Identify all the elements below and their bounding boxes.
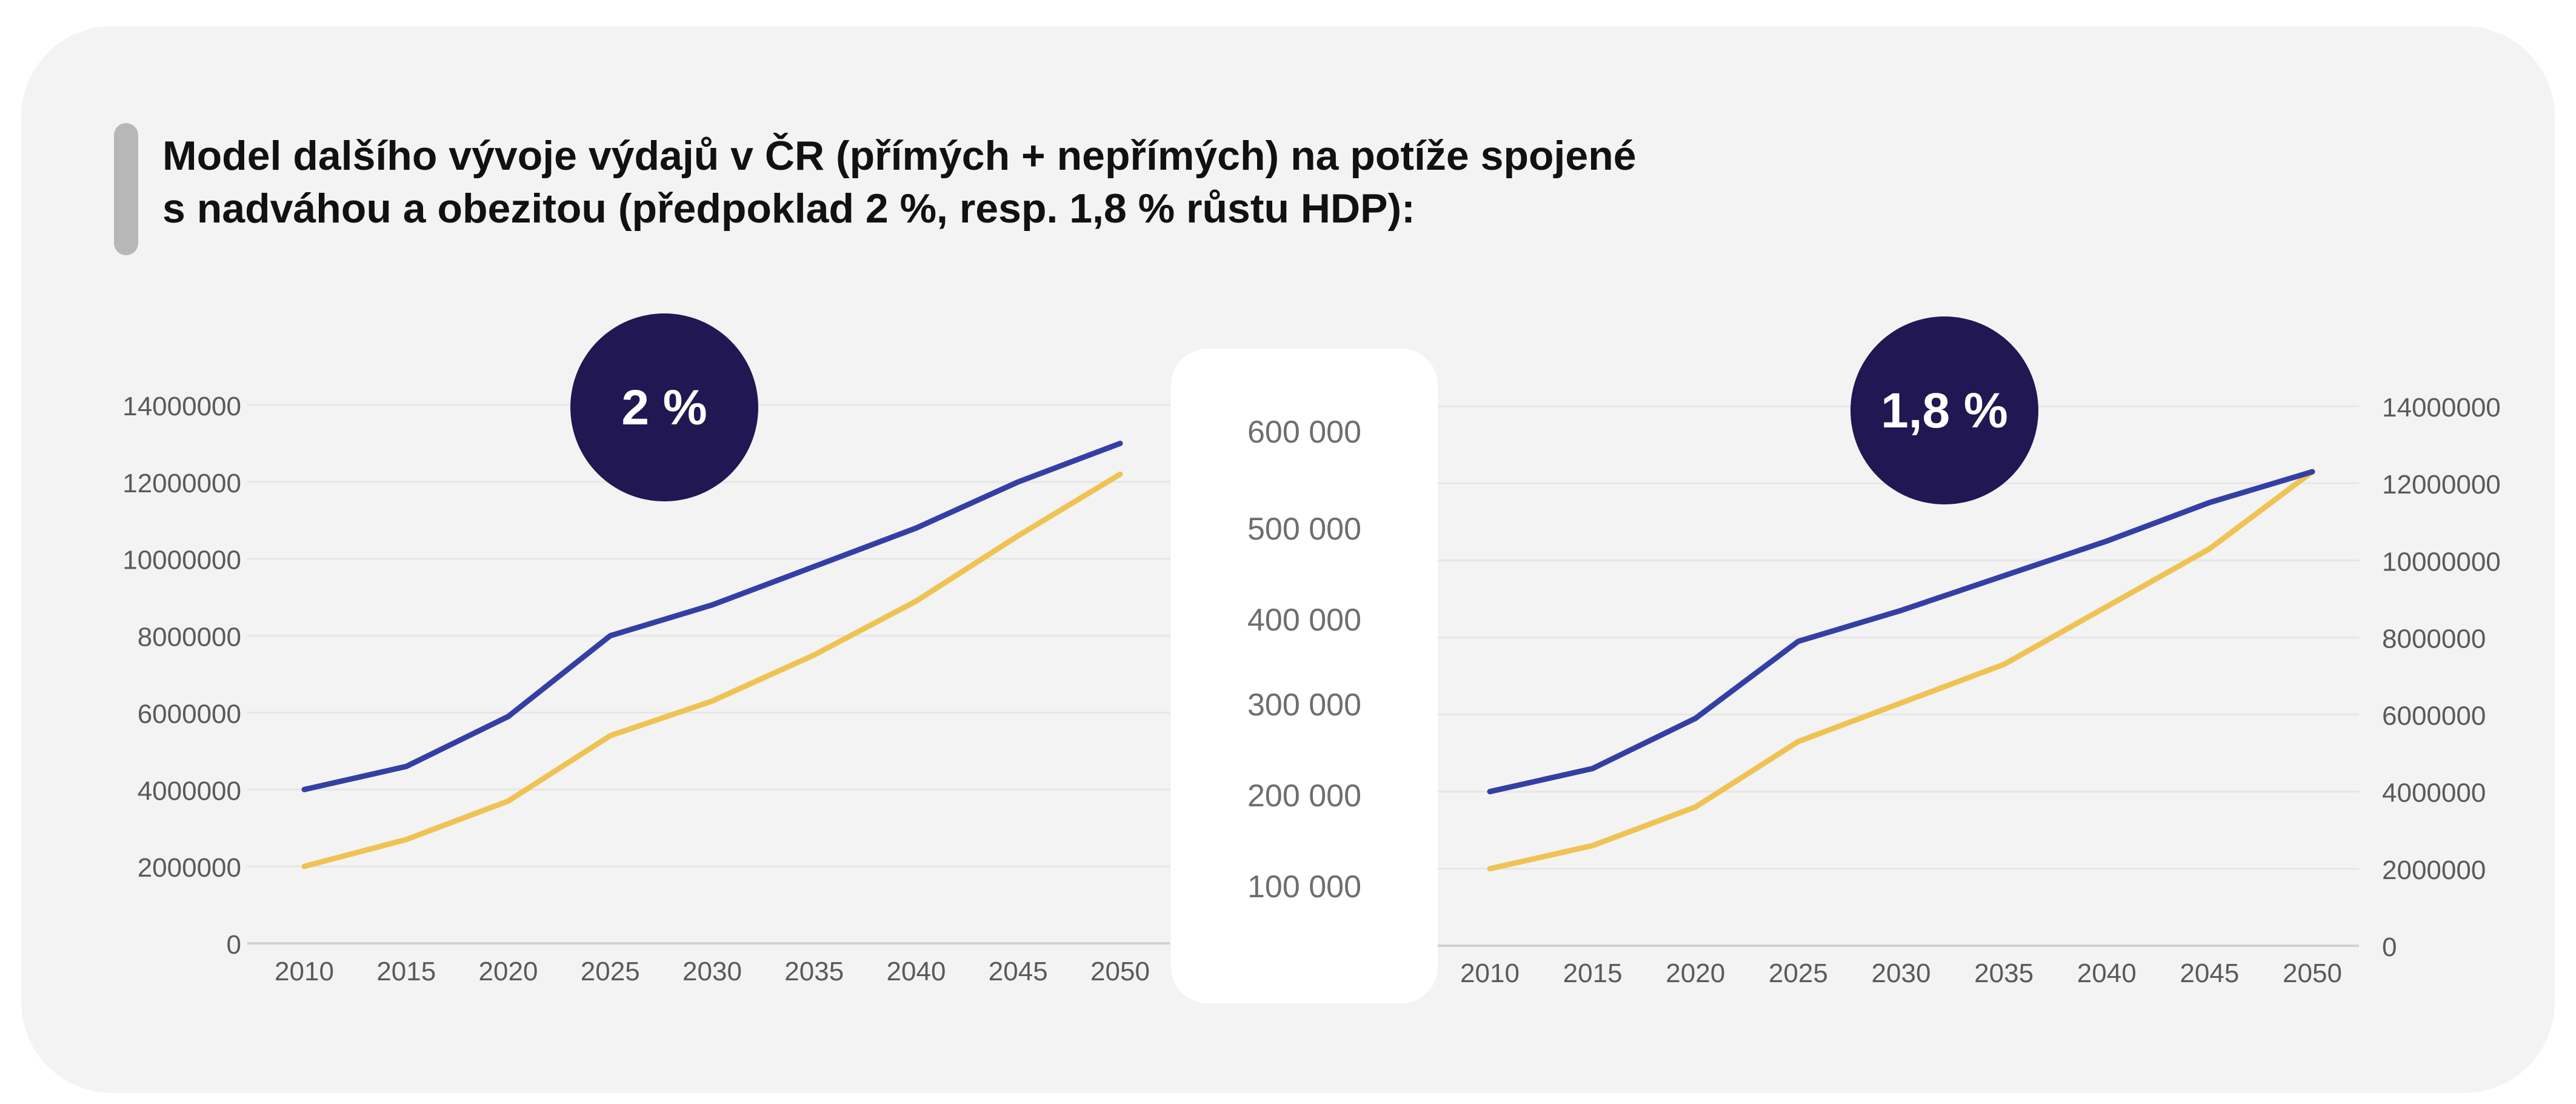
y-tick-label: 14000000 [2382,393,2501,423]
y-tick-label: 2000000 [138,853,241,883]
series-line-1 [1487,469,2315,872]
x-tick-label: 2035 [1974,958,2034,988]
growth-badge [570,313,758,501]
y-tick-label: 6000000 [2382,701,2486,731]
x-tick-label: 2040 [887,957,946,986]
series-line-0 [301,440,1123,792]
x-tick-label: 2020 [1666,958,1725,988]
y-tick-label: 10000000 [122,546,241,575]
x-tick-label: 2020 [479,957,538,986]
y-tick-label: 6000000 [138,699,241,729]
series-line-0 [1487,469,2315,795]
center-scale-label: 500 000 [1247,512,1361,547]
center-scale-label: 400 000 [1247,603,1361,638]
growth-badge-label: 1,8 % [1881,383,2008,438]
x-tick-label: 2025 [1769,958,1828,988]
y-tick-label: 0 [2382,932,2397,962]
y-tick-label: 8000000 [2382,624,2486,654]
x-tick-label: 2025 [581,957,640,986]
center-scale-label: 200 000 [1247,778,1361,814]
center-scale-panel: 600 000 500 000 400 000 300 000 200 000 … [1171,349,1438,1003]
x-tick-label: 2010 [275,957,334,986]
center-scale-label: 300 000 [1247,687,1361,723]
y-tick-label: 10000000 [2382,547,2501,577]
y-tick-label: 12000000 [2382,470,2501,500]
series-line-1 [301,471,1123,869]
y-tick-label: 12000000 [122,469,241,498]
y-tick-label: 4000000 [2382,778,2486,808]
center-scale-label: 600 000 [1247,415,1361,450]
y-tick-label: 8000000 [138,623,241,652]
x-tick-label: 2035 [784,957,844,986]
growth-badge [1850,316,2038,504]
chart-title-line-2: s nadváhou a obezitou (předpoklad 2 %, r… [162,186,1415,232]
x-tick-label: 2050 [1090,957,1150,986]
x-tick-label: 2030 [1872,958,1931,988]
x-tick-label: 2010 [1460,958,1520,988]
x-tick-label: 2015 [376,957,436,986]
title-accent-bar [114,123,138,255]
x-tick-label: 2040 [2077,958,2137,988]
x-tick-label: 2045 [2180,958,2239,988]
x-tick-label: 2050 [2283,958,2342,988]
x-tick-label: 2030 [682,957,742,986]
center-scale-label: 100 000 [1247,869,1361,905]
y-tick-label: 14000000 [122,392,241,421]
y-tick-label: 4000000 [138,776,241,806]
chart-title-line-1: Model dalšího vývoje výdajů v ČR (přímýc… [162,133,1637,179]
x-tick-label: 2015 [1563,958,1623,988]
growth-badge-label: 2 % [621,380,707,435]
y-tick-label: 0 [227,930,241,960]
y-tick-label: 2000000 [2382,855,2486,885]
x-tick-label: 2045 [989,957,1048,986]
